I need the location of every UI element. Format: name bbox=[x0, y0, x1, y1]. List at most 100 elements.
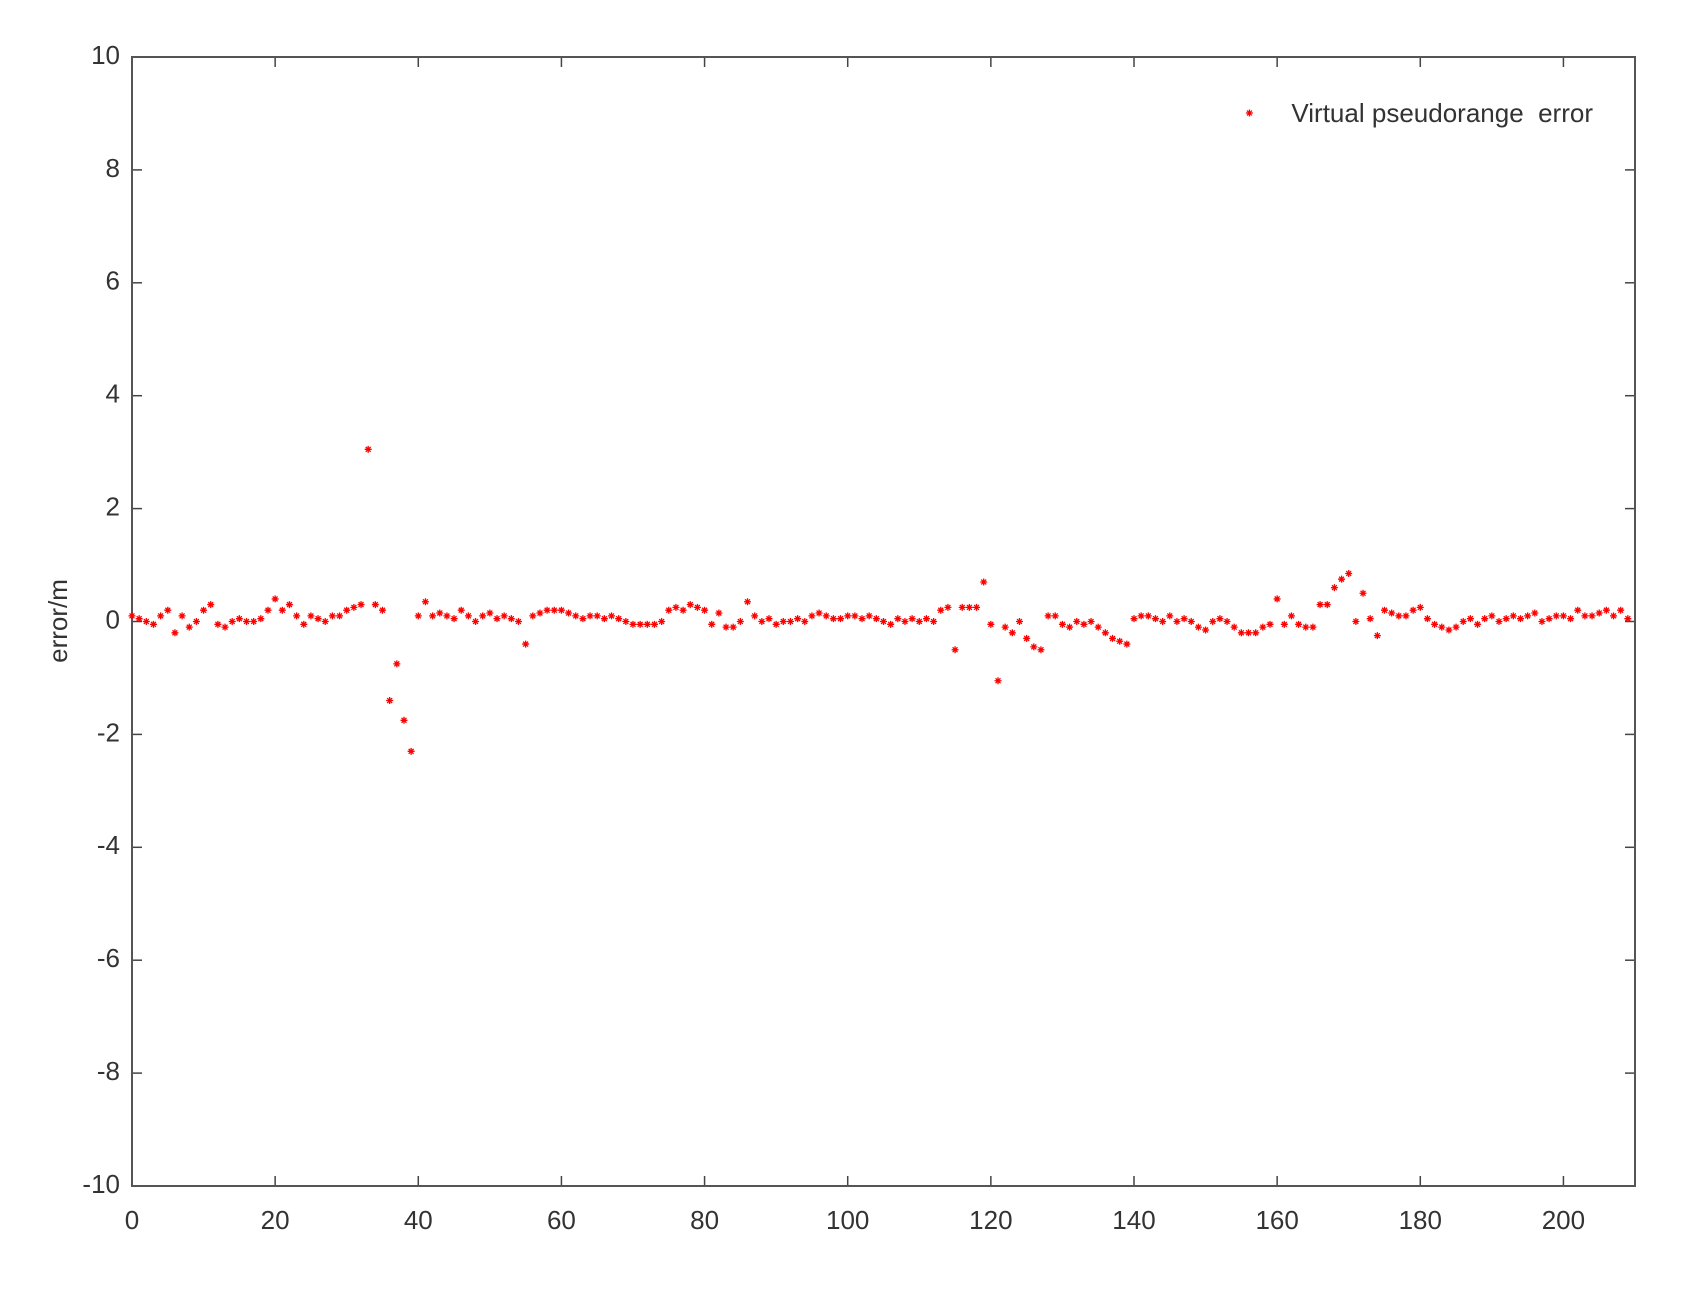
data-point bbox=[672, 603, 680, 611]
data-point bbox=[930, 618, 938, 625]
data-point bbox=[1273, 595, 1281, 603]
data-point bbox=[1352, 618, 1360, 625]
data-point bbox=[479, 612, 487, 620]
data-point bbox=[679, 606, 687, 614]
data-point bbox=[1202, 626, 1210, 634]
data-point bbox=[1488, 612, 1496, 620]
data-point bbox=[185, 623, 193, 631]
y-tick-label: 10 bbox=[91, 40, 120, 70]
data-point bbox=[357, 601, 365, 609]
data-point bbox=[1216, 615, 1224, 623]
y-tick-label: -6 bbox=[97, 943, 120, 973]
data-point bbox=[221, 623, 229, 631]
y-tick-label: -2 bbox=[97, 717, 120, 747]
data-point bbox=[994, 677, 1002, 685]
data-point bbox=[615, 615, 623, 623]
data-point bbox=[643, 620, 651, 628]
data-point bbox=[1381, 606, 1388, 614]
data-point bbox=[271, 595, 279, 603]
data-point bbox=[278, 606, 286, 614]
data-point bbox=[1237, 629, 1245, 637]
x-tick-label: 60 bbox=[547, 1205, 576, 1235]
data-point bbox=[1245, 629, 1253, 637]
data-point bbox=[622, 618, 630, 625]
data-point bbox=[264, 606, 272, 614]
data-point bbox=[1309, 623, 1317, 631]
data-point bbox=[1187, 618, 1195, 625]
data-point bbox=[1123, 640, 1131, 648]
data-point bbox=[1194, 623, 1202, 631]
data-point bbox=[880, 618, 887, 625]
y-tick-label: 0 bbox=[106, 604, 120, 634]
data-point bbox=[1180, 615, 1188, 623]
legend-marker bbox=[1245, 109, 1253, 117]
data-point bbox=[314, 615, 322, 623]
y-tick-label: -10 bbox=[82, 1169, 120, 1199]
data-point bbox=[486, 609, 494, 617]
y-tick-label: -4 bbox=[97, 830, 120, 860]
data-point bbox=[1409, 606, 1417, 614]
data-point bbox=[629, 620, 637, 628]
data-point bbox=[493, 615, 501, 623]
data-point bbox=[1101, 629, 1109, 637]
data-point bbox=[1373, 632, 1381, 640]
data-point bbox=[350, 603, 358, 611]
data-point bbox=[944, 603, 952, 611]
data-point bbox=[436, 609, 444, 617]
data-point bbox=[142, 618, 150, 625]
data-point bbox=[829, 615, 837, 623]
data-point bbox=[1416, 603, 1424, 611]
x-tick-label: 120 bbox=[969, 1205, 1012, 1235]
data-point bbox=[658, 618, 666, 625]
y-tick-label: 4 bbox=[106, 379, 120, 409]
data-point bbox=[1516, 615, 1524, 623]
data-point bbox=[200, 606, 208, 614]
data-point bbox=[1266, 620, 1274, 628]
y-tick-label: 6 bbox=[106, 266, 120, 296]
legend-label: Virtual pseudorange error bbox=[1291, 98, 1593, 128]
data-point bbox=[529, 612, 537, 620]
data-point bbox=[772, 620, 780, 628]
data-point bbox=[543, 606, 551, 614]
data-point bbox=[844, 612, 852, 620]
data-point bbox=[1287, 612, 1295, 620]
data-point bbox=[171, 629, 179, 637]
data-point bbox=[557, 606, 565, 614]
data-point bbox=[1502, 615, 1510, 623]
data-point bbox=[701, 606, 709, 614]
data-point bbox=[779, 618, 787, 625]
data-point bbox=[665, 606, 673, 614]
data-point bbox=[808, 612, 816, 620]
data-point bbox=[1066, 623, 1074, 631]
data-point bbox=[579, 615, 587, 623]
data-point bbox=[650, 620, 658, 628]
data-point bbox=[729, 623, 737, 631]
data-point bbox=[192, 618, 200, 625]
data-point bbox=[1094, 623, 1102, 631]
data-point bbox=[1366, 615, 1374, 623]
data-point bbox=[1280, 620, 1288, 628]
data-point bbox=[1230, 623, 1238, 631]
data-point bbox=[1044, 612, 1052, 620]
data-point bbox=[135, 615, 143, 623]
data-point bbox=[1058, 620, 1066, 628]
data-point bbox=[1559, 612, 1567, 620]
data-point bbox=[958, 603, 966, 611]
data-point bbox=[293, 612, 301, 620]
data-point bbox=[593, 612, 601, 620]
data-point bbox=[1466, 615, 1474, 623]
data-point bbox=[1030, 643, 1038, 651]
data-point bbox=[872, 615, 880, 623]
data-point bbox=[786, 618, 794, 625]
data-point bbox=[429, 612, 437, 620]
data-point bbox=[1617, 606, 1625, 614]
data-point bbox=[393, 660, 401, 668]
data-point bbox=[507, 615, 515, 623]
data-point bbox=[1116, 637, 1124, 645]
data-point bbox=[608, 612, 616, 620]
data-point bbox=[364, 445, 372, 453]
data-point bbox=[1595, 609, 1603, 617]
data-point bbox=[371, 601, 379, 609]
